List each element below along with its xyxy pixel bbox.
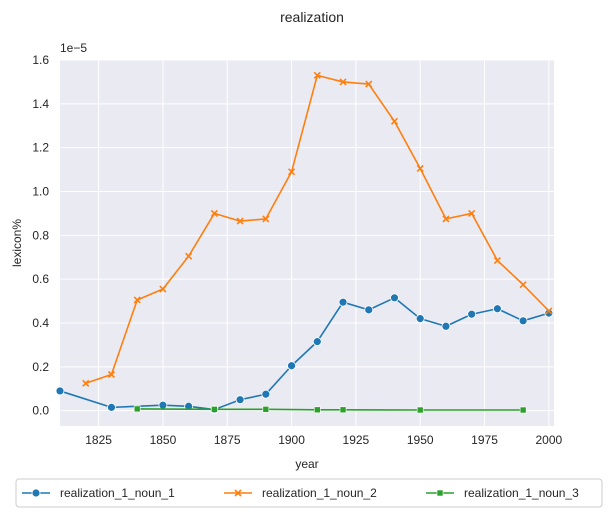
data-point-square	[519, 406, 527, 414]
data-point-x	[159, 285, 167, 293]
legend-marker	[436, 489, 444, 497]
data-point-square	[133, 405, 141, 413]
data-point-circle	[390, 293, 399, 303]
data-point-square	[313, 406, 321, 414]
legend-label: realization_1_noun_1	[60, 486, 175, 500]
ticks: 1825 1850 1875 1900 1925 1950 1975 2000 0.0 0.2 0.…	[32, 53, 562, 447]
data-point-circle	[287, 361, 296, 371]
data-point-x	[365, 80, 373, 88]
y-axis-label: lexicon%	[10, 219, 24, 267]
data-point-x	[493, 256, 501, 265]
data-point-x	[416, 164, 424, 173]
legend-label: realization_1_noun_3	[464, 486, 579, 500]
legend-item: realization_1_noun_1	[22, 486, 175, 500]
data-point-x	[390, 117, 399, 125]
x-tick-label: 2000	[536, 433, 563, 447]
x-tick-label: 1975	[471, 433, 498, 447]
series-1	[55, 293, 554, 414]
legend-marker	[31, 488, 41, 498]
data-point-circle	[55, 386, 65, 396]
y-axis-multiplier: 1e−5	[60, 41, 87, 55]
data-point-circle	[492, 304, 502, 314]
data-point-x	[519, 281, 527, 289]
legend-frame	[15, 478, 603, 508]
x-tick-label: 1925	[343, 433, 370, 447]
y-tick-label: 0.8	[32, 228, 49, 242]
data-point-square	[211, 406, 218, 413]
y-tick-label: 1.0	[32, 184, 49, 198]
plot-area	[60, 60, 554, 426]
data-point-x	[545, 307, 553, 315]
data-point-x	[287, 168, 296, 176]
x-tick-label: 1875	[214, 433, 241, 447]
y-tick-label: 1.6	[32, 53, 49, 67]
data-point-circle	[312, 337, 322, 347]
data-point-square	[416, 406, 424, 414]
data-point-circle	[415, 314, 425, 324]
legend-marker	[234, 489, 242, 497]
data-point-x	[339, 78, 347, 86]
data-point-circle	[338, 297, 348, 307]
legend-item: realization_1_noun_2	[224, 486, 377, 500]
y-tick-label: 1.2	[32, 141, 49, 155]
series-3	[133, 405, 527, 414]
data-point-x	[468, 209, 476, 217]
legend: realization_1_noun_1 realization_1_noun_2…	[15, 478, 603, 508]
legend-item: realization_1_noun_3	[426, 486, 579, 500]
legend-label: realization_1_noun_2	[262, 486, 377, 500]
data-point-x	[313, 71, 321, 79]
data-point-circle	[235, 395, 245, 405]
data-point-square	[262, 406, 270, 413]
x-tick-label: 1900	[278, 433, 305, 447]
y-tick-label: 1.4	[32, 97, 49, 111]
data-point-x	[262, 215, 270, 223]
data-point-x	[236, 217, 244, 225]
x-tick-label: 1950	[407, 433, 434, 447]
data-point-x	[82, 379, 90, 387]
y-tick-label: 0.0	[32, 404, 49, 418]
data-point-circle	[467, 309, 477, 319]
x-tick-label: 1850	[150, 433, 177, 447]
data-point-circle	[364, 305, 374, 315]
data-point-circle	[261, 389, 271, 399]
data-point-circle	[518, 316, 528, 326]
data-point-x	[442, 215, 450, 223]
chart-title: realization	[280, 9, 344, 25]
data-point-x	[210, 209, 218, 217]
data-point-circle	[107, 402, 116, 412]
data-point-x	[185, 252, 193, 260]
series-2	[82, 71, 553, 387]
series-layer	[55, 71, 554, 414]
data-point-circle	[441, 321, 451, 331]
y-tick-label: 0.6	[32, 272, 49, 286]
data-point-x	[133, 296, 141, 304]
data-point-circle	[544, 308, 554, 318]
y-tick-label: 0.4	[32, 316, 49, 330]
data-point-square	[339, 406, 347, 414]
y-tick-label: 0.2	[32, 360, 49, 374]
data-point-x	[107, 370, 116, 379]
data-point-circle	[184, 401, 194, 411]
data-point-circle	[158, 400, 168, 410]
grid	[60, 59, 554, 426]
x-axis-label: year	[295, 457, 318, 471]
x-tick-label: 1825	[85, 433, 112, 447]
